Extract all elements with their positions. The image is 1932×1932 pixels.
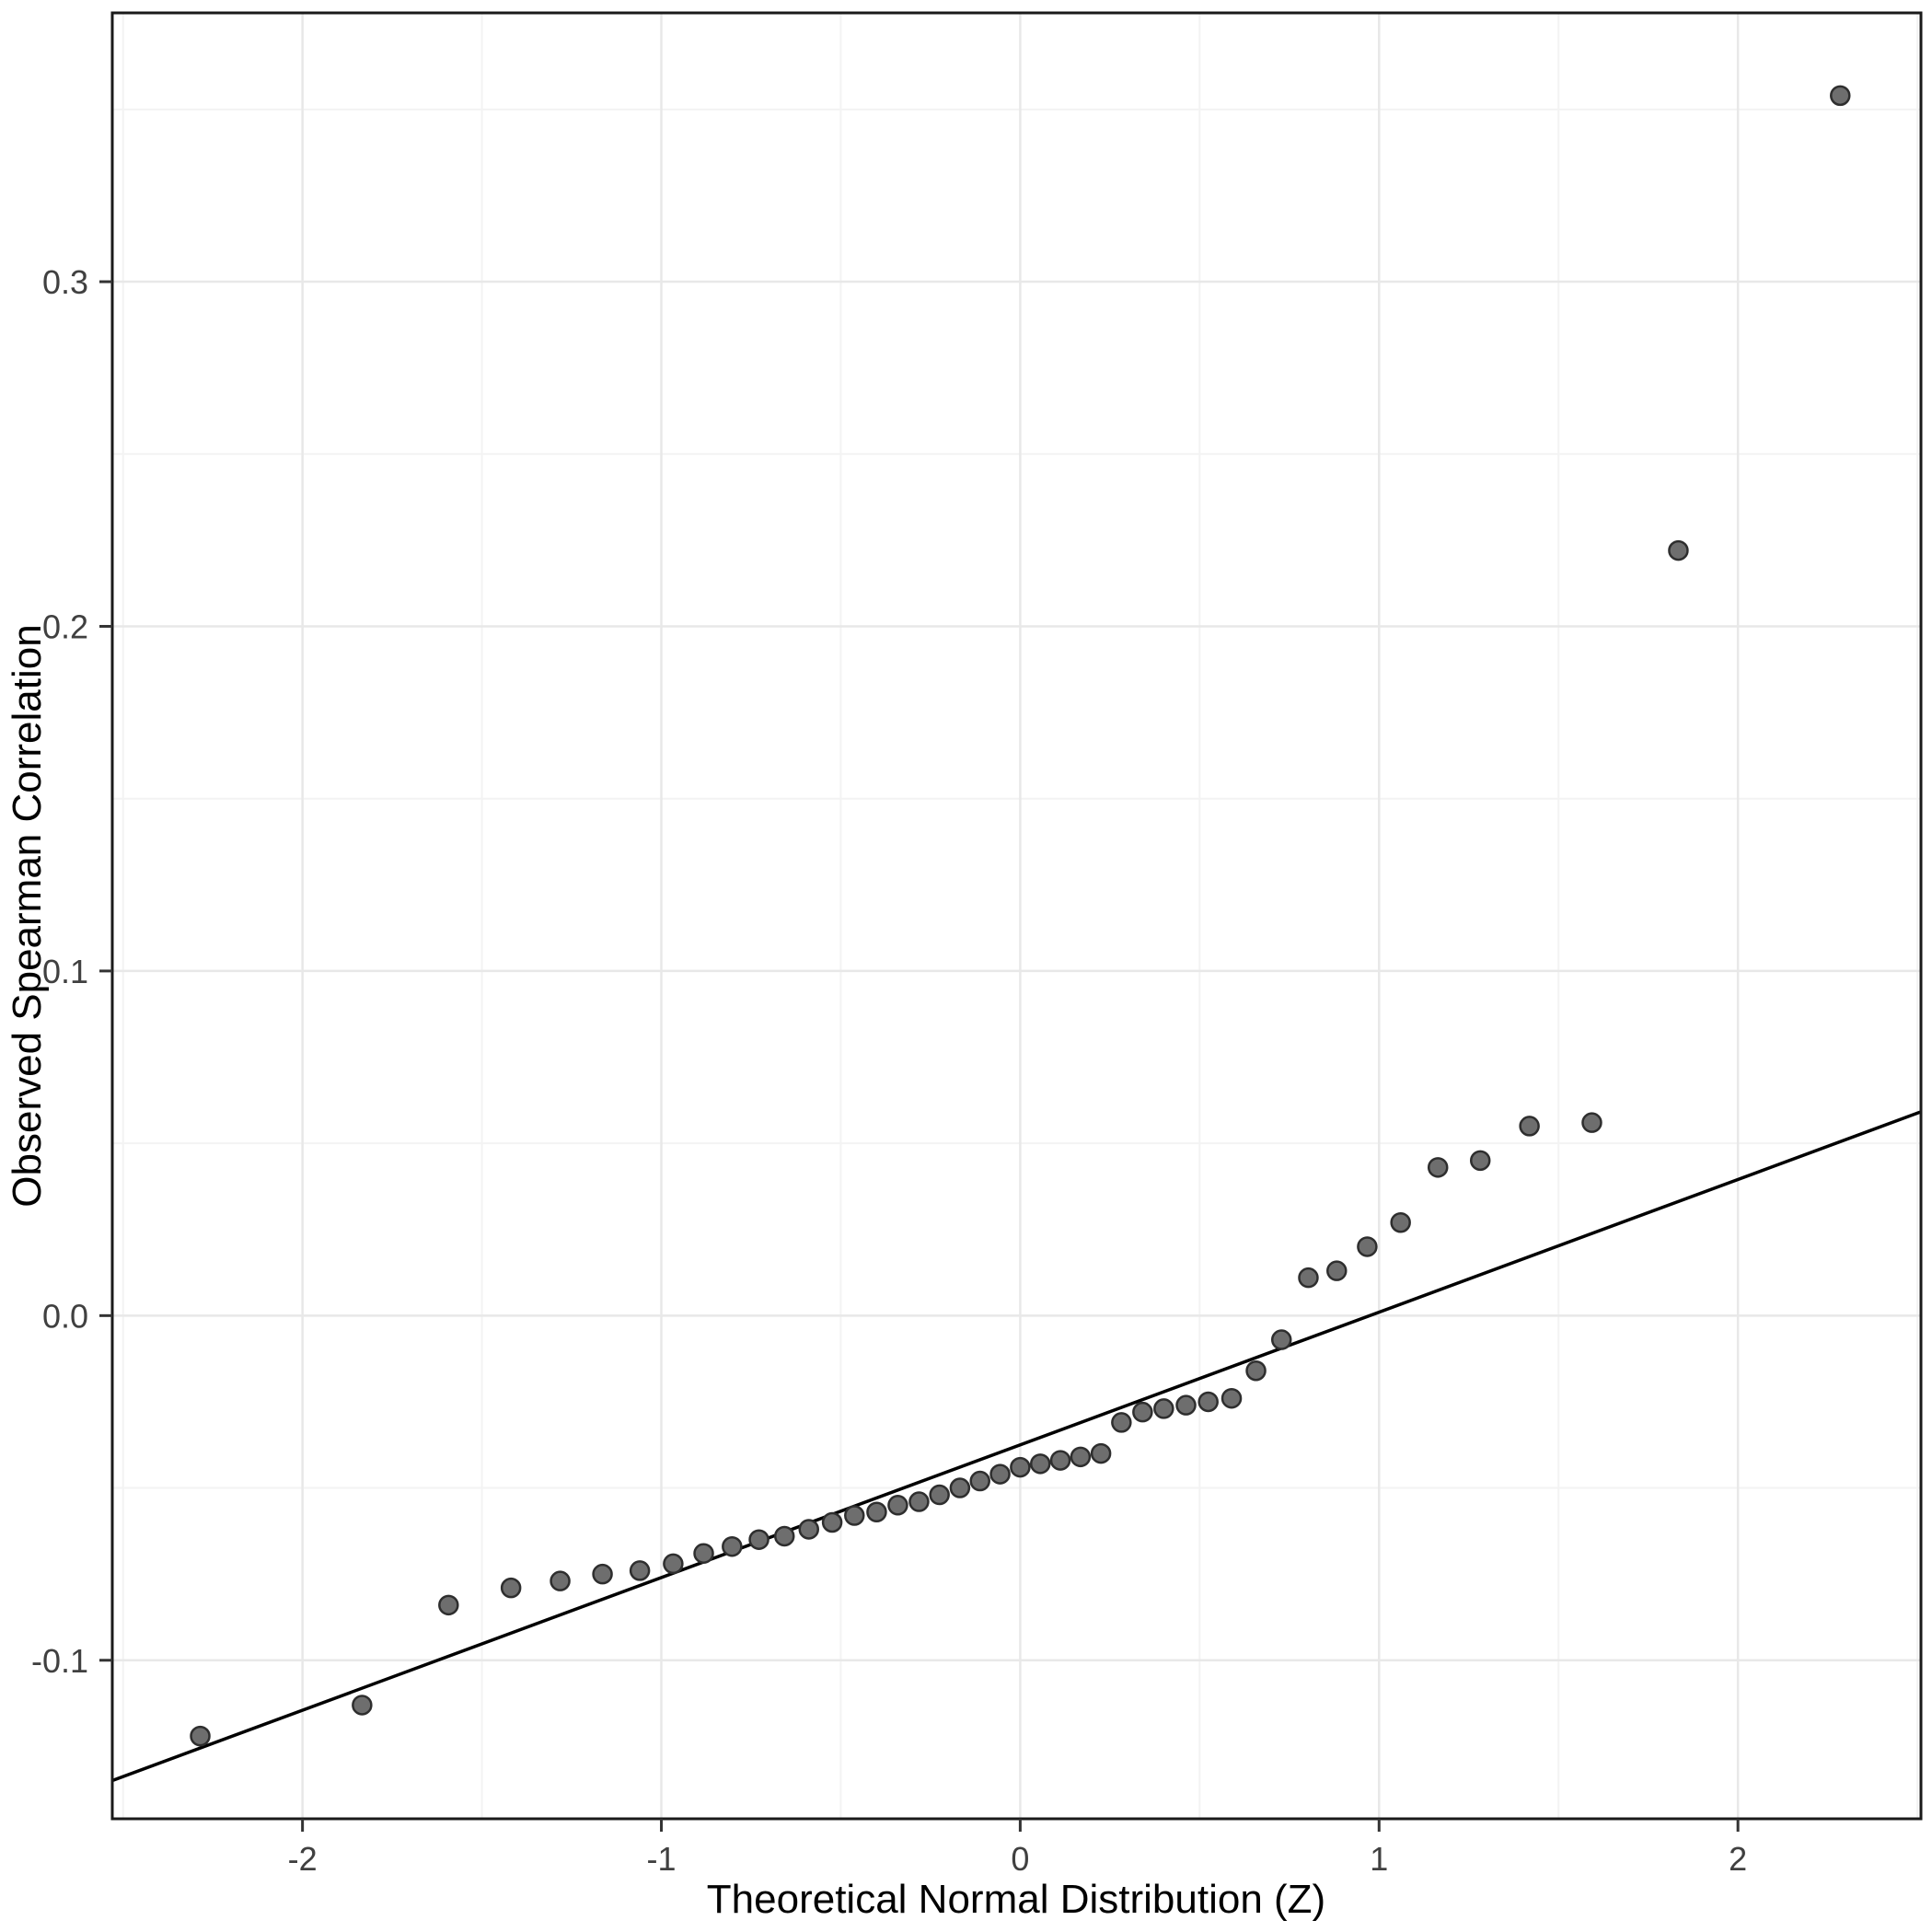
data-point [1469, 1150, 1491, 1172]
data-point [1427, 1157, 1449, 1178]
data-layer [111, 85, 1922, 1783]
data-point [1197, 1391, 1219, 1413]
data-point [748, 1529, 769, 1550]
axis-layer: -2 -1 0 1 2 -0.1 0.0 0.1 0.2 0.3 [31, 11, 1923, 1878]
data-point [1668, 539, 1689, 561]
y-tick-label: 0.0 [42, 1297, 88, 1335]
x-tick-label: 1 [1370, 1840, 1388, 1878]
data-point [989, 1463, 1011, 1485]
data-point [1357, 1236, 1378, 1257]
x-tick-label: -2 [288, 1840, 318, 1878]
data-point [693, 1543, 714, 1564]
panel-border [110, 11, 1923, 1821]
data-point [1390, 1211, 1411, 1233]
data-point [190, 1725, 211, 1747]
data-point [352, 1695, 373, 1716]
data-point [969, 1470, 990, 1492]
data-point [722, 1535, 743, 1557]
data-point [1298, 1267, 1319, 1289]
data-point [1326, 1260, 1348, 1281]
data-point [1090, 1442, 1112, 1464]
data-point [1153, 1398, 1174, 1419]
y-axis-title: Observed Spearman Correlation [5, 624, 50, 1207]
x-tick-label: -1 [647, 1840, 677, 1878]
data-point [773, 1525, 795, 1547]
x-axis-title: Theoretical Normal Distribution (Z) [707, 1877, 1325, 1922]
y-tick-label: 0.2 [42, 607, 88, 645]
y-tick-label: 0.3 [42, 263, 88, 301]
data-point [1132, 1401, 1153, 1423]
data-point [1830, 85, 1851, 107]
qq-reference-line [111, 1110, 1922, 1783]
data-point [592, 1563, 613, 1585]
data-point [866, 1501, 887, 1523]
data-point [1070, 1446, 1092, 1468]
data-point [1049, 1450, 1071, 1471]
data-point [1581, 1112, 1602, 1133]
panel-background [112, 13, 1921, 1819]
data-point [438, 1594, 459, 1616]
grid-layer [112, 13, 1921, 1819]
data-point [1221, 1387, 1243, 1409]
data-point [1519, 1116, 1540, 1137]
data-point [798, 1519, 820, 1540]
data-point [949, 1477, 971, 1498]
y-tick-label: -0.1 [31, 1642, 88, 1680]
data-point [821, 1511, 843, 1533]
y-tick-label: 0.1 [42, 953, 88, 990]
data-point [550, 1570, 571, 1591]
data-point [1029, 1453, 1051, 1475]
data-point [629, 1560, 651, 1581]
x-tick-label: 0 [1011, 1840, 1029, 1878]
data-point [908, 1491, 930, 1512]
data-point [500, 1577, 522, 1599]
data-point [1175, 1394, 1197, 1416]
data-point [887, 1495, 908, 1516]
data-point [1245, 1359, 1267, 1382]
data-point [663, 1553, 684, 1575]
x-tick-label: 2 [1729, 1840, 1747, 1878]
data-point [1010, 1456, 1031, 1478]
data-point [1111, 1412, 1132, 1433]
data-point [929, 1484, 950, 1506]
data-point [1270, 1329, 1292, 1350]
data-point [844, 1505, 865, 1526]
